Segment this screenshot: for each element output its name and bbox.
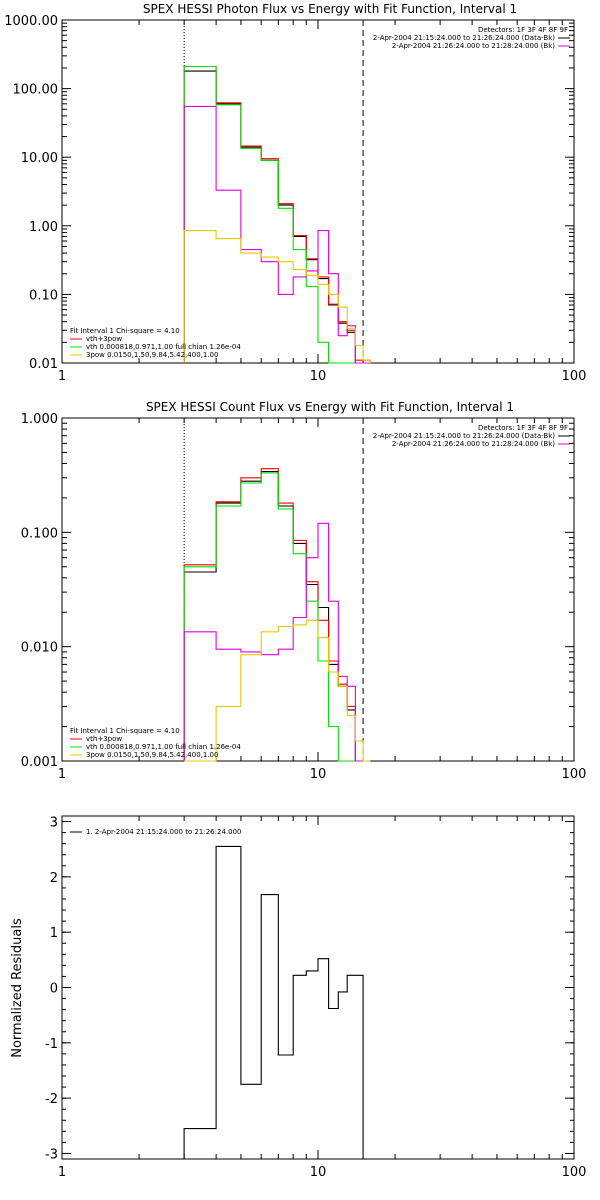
series-line-3 <box>183 522 371 762</box>
x-tick-label: 1 <box>58 767 66 782</box>
x-tick-label: 10 <box>310 1165 327 1180</box>
y-tick-label: 0.10 <box>29 288 58 303</box>
legend-3pow-label: 3pow 0.0150,1.50,9.84,5.42,400,1.00 <box>86 351 218 359</box>
count-flux-ticks: 1 10 100 0.001 0.010 0.100 1.000 <box>21 412 587 782</box>
legend-fit-label: vth+3pow <box>86 735 122 743</box>
residuals-legend: 1. 2-Apr-2004 21:15:24.000 to 21:26:24.0… <box>70 828 241 836</box>
x-tick-label: 10 <box>310 369 327 384</box>
series-line-4 <box>184 619 371 762</box>
count-flux-series <box>183 468 371 762</box>
y-tick-label: -3 <box>45 1147 58 1162</box>
y-tick-label: 1000.00 <box>4 14 58 29</box>
residuals-series <box>183 845 364 1159</box>
legend-data-bk: 2-Apr-2004 21:15:24.000 to 21:26:24.000 … <box>373 34 555 42</box>
series-line-0 <box>183 70 371 364</box>
legend-bk: 2-Apr-2004 21:26:24.000 to 21:28:24.000 … <box>392 42 555 50</box>
y-tick-label: 0 <box>50 982 58 997</box>
y-tick-label: 0.100 <box>21 526 58 541</box>
legend-vth-label: vth 0.000818,0.971,1.00 full chian 1.26e… <box>86 743 241 751</box>
x-tick-label: 100 <box>562 369 587 384</box>
residuals-ticks: 1 10 100 -3 -2 -1 0 1 2 3 <box>45 816 586 1180</box>
count-flux-legend-top: Detectors: 1F 3F 4F 8F 9F 2-Apr-2004 21:… <box>373 424 570 448</box>
photon-flux-legend-bottom: Fit Interval 1 Chi-square = 4.10 vth+3po… <box>70 327 241 359</box>
legend-data-bk: 2-Apr-2004 21:15:24.000 to 21:26:24.000 … <box>373 432 555 440</box>
y-tick-label: 1 <box>50 926 58 941</box>
count-flux-title: SPEX HESSI Count Flux vs Energy with Fit… <box>146 400 514 414</box>
y-tick-label: 0.001 <box>21 755 58 770</box>
legend-detectors: Detectors: 1F 3F 4F 8F 9F <box>478 424 568 432</box>
y-tick-label: -2 <box>45 1092 58 1107</box>
count-flux-range-lines <box>183 418 364 761</box>
x-tick-label: 100 <box>562 1165 587 1180</box>
residuals-legend-label: 1. 2-Apr-2004 21:15:24.000 to 21:26:24.0… <box>86 828 241 836</box>
x-tick-label: 100 <box>562 767 587 782</box>
series-line-4 <box>183 230 371 363</box>
y-tick-label: 2 <box>50 871 58 886</box>
y-tick-label: 0.01 <box>29 357 58 372</box>
legend-vth-label: vth 0.000818,0.971,1.00 full chian 1.26e… <box>86 343 241 351</box>
x-tick-label: 10 <box>310 767 327 782</box>
photon-flux-legend-top: Detectors: 1F 3F 4F 8F 9F 2-Apr-2004 21:… <box>373 26 570 50</box>
photon-flux-series <box>183 65 371 364</box>
series-line-0 <box>183 845 364 1159</box>
series-line-0 <box>183 471 371 762</box>
y-tick-label: 100.00 <box>13 83 59 98</box>
y-tick-label: 10.00 <box>21 151 58 166</box>
count-flux-panel: SPEX HESSI Count Flux vs Energy with Fit… <box>21 400 587 782</box>
y-tick-label: 0.010 <box>21 641 58 656</box>
y-tick-label: 3 <box>50 816 58 831</box>
legend-detectors: Detectors: 1F 3F 4F 8F 9F <box>478 26 568 34</box>
photon-flux-panel: SPEX HESSI Photon Flux vs Energy with Fi… <box>4 2 586 384</box>
y-tick-label: -1 <box>45 1037 58 1052</box>
legend-bk: 2-Apr-2004 21:26:24.000 to 21:28:24.000 … <box>392 440 555 448</box>
legend-fit-label: vth+3pow <box>86 335 122 343</box>
count-flux-legend-bottom: Fit Interval 1 Chi-square = 4.10 vth+3po… <box>70 727 241 759</box>
legend-fit-interval: Fit Interval 1 Chi-square = 4.10 <box>70 727 180 735</box>
photon-flux-ticks: 1 10 100 0.01 0.10 1.00 10.00 100.00 1000.00 <box>4 14 586 384</box>
residuals-panel: Normalized Residuals 1 10 100 -3 -2 -1 0 1 2 3 1.… <box>10 815 586 1180</box>
residuals-plot-frame <box>61 815 575 1160</box>
y-tick-label: 1.00 <box>29 220 58 235</box>
legend-fit-interval: Fit Interval 1 Chi-square = 4.10 <box>70 327 180 335</box>
series-line-1 <box>183 65 371 363</box>
legend-3pow-label: 3pow 0.0150,1.50,9.84,5.42,400,1.00 <box>86 751 218 759</box>
series-line-2 <box>183 472 371 762</box>
residuals-y-axis-label: Normalized Residuals <box>10 918 25 1058</box>
series-line-1 <box>183 468 371 762</box>
series-line-3 <box>183 105 371 364</box>
y-tick-label: 1.000 <box>21 412 58 427</box>
photon-flux-title: SPEX HESSI Photon Flux vs Energy with Fi… <box>143 2 517 16</box>
x-tick-label: 1 <box>58 1165 66 1180</box>
x-tick-label: 1 <box>58 369 66 384</box>
series-line-2 <box>183 65 371 364</box>
